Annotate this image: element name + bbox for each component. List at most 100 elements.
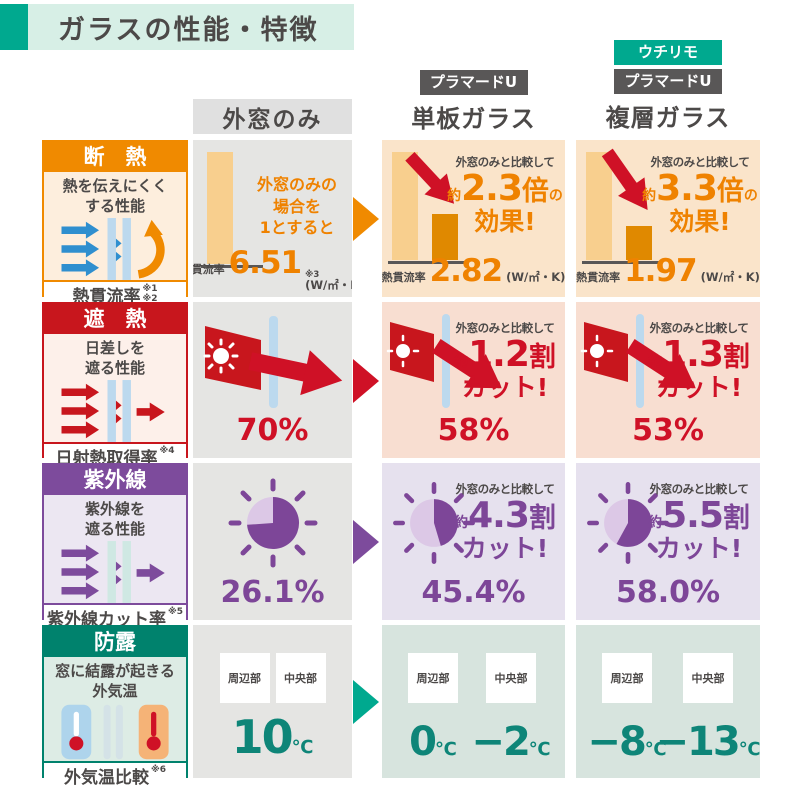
decrease-arrow-icon <box>601 148 648 211</box>
flow-arrow-uv <box>353 520 379 564</box>
comparison-note: 外窓のみと比較して <box>650 155 750 169</box>
bar-baseline <box>201 265 263 268</box>
column-header-base: 外窓のみ <box>193 99 352 134</box>
cell-uv-base: 26.1% <box>193 463 352 620</box>
row-card-insulation: 断 熱 熱を伝えにくく する性能 熱貫流率 ※1 ※2 <box>42 140 188 307</box>
sun-arrow-cut-icon <box>580 314 696 408</box>
metric-value: 58% <box>437 413 510 448</box>
flow-arrow-insulation <box>353 197 379 241</box>
comparison-effect: 効果! <box>474 206 536 236</box>
sun-pie-icon <box>228 478 318 568</box>
comparison-note: 外窓のみと比較して <box>649 321 749 335</box>
cell-condensation-base: 周辺部 中央部 10℃ <box>193 625 352 778</box>
comparison-effect: カット! <box>461 372 549 402</box>
bar-improved <box>626 226 652 260</box>
temperature-value: 10℃ <box>231 710 314 764</box>
product-badge: プラマードU <box>419 70 528 95</box>
cell-insulation-double: 外窓のみと比較して 約3.3倍の 効果! 熱貫流率 1.97 (W/㎡・K) <box>576 140 760 297</box>
zone-label-center: 中央部 <box>683 653 733 703</box>
temperature-value-center: −2℃ <box>471 719 551 765</box>
column-header-double: ウチリモ プラマードU 複層ガラス <box>576 40 760 133</box>
metric-unit: (W/㎡・K) <box>700 270 760 284</box>
sun-pie-icon <box>587 482 669 564</box>
row-card-condensation: 防露 窓に結露が起きる 外気温 外気温比較 ※6 <box>42 625 188 788</box>
bar-base <box>586 152 612 260</box>
comparison-factor: 約3.3倍の <box>642 168 758 209</box>
metric-unit: (W/㎡・K) <box>506 270 565 284</box>
row-title: 遮 熱 <box>44 304 186 334</box>
footnote-refs: ※4 <box>159 446 175 456</box>
comparison-factor: 約1.2割 <box>454 334 556 375</box>
brand-badge: ウチリモ <box>614 40 722 65</box>
flow-arrow-shading <box>353 359 379 403</box>
footnote-ref: ※3 <box>305 269 320 280</box>
bar-base <box>392 152 418 260</box>
sun-shading-icon <box>61 380 165 442</box>
row-title: 断 熱 <box>44 142 186 172</box>
footnote-refs: ※6 <box>150 765 166 775</box>
zone-label-edge: 周辺部 <box>408 653 458 703</box>
cell-uv-double: 外窓のみと比較して 約5.5割 カット! 58.0% <box>576 463 760 620</box>
row-title: 紫外線 <box>44 465 186 495</box>
cell-condensation-single: 周辺部 0℃ 中央部 −2℃ <box>382 625 565 778</box>
column-name: 単板ガラス <box>411 105 536 133</box>
temperature-value-center: −13℃ <box>655 719 760 765</box>
metric-label: 熱貫流率 <box>193 262 225 276</box>
comparison-factor: 約1.3割 <box>648 334 750 375</box>
page-title: ガラスの性能・特徴 <box>28 4 355 50</box>
footnote-refs: ※5 <box>167 607 183 617</box>
zone-label-center: 中央部 <box>275 653 326 703</box>
metric-value: 26.1% <box>220 575 325 610</box>
row-title: 防露 <box>44 627 186 657</box>
comparison-note: 外窓のみと比較して <box>455 482 555 496</box>
cell-shading-double: 外窓のみと比較して 約1.3割 カット! 53% <box>576 302 760 458</box>
sun-arrow-cut-icon <box>386 314 502 408</box>
row-card-uv: 紫外線 紫外線を 遮る性能 紫外線カット率 ※5 <box>42 463 188 630</box>
row-description: 紫外線を 遮る性能 <box>84 500 145 538</box>
metric-value: 2.82 <box>429 253 503 289</box>
row-description: 窓に結露が起きる 外気温 <box>55 662 175 700</box>
comparison-effect: カット! <box>655 533 743 563</box>
cell-shading-base: 70% <box>193 302 352 458</box>
metric-value: 45.4% <box>421 575 526 610</box>
product-badge: プラマードU <box>614 69 722 94</box>
temperature-value-edge: −8℃ <box>587 719 667 765</box>
sun-pie-icon <box>393 482 475 564</box>
comparison-factor: 約2.3倍の <box>447 168 563 209</box>
column-header-single: プラマードU 単板ガラス <box>382 70 565 134</box>
cell-shading-single: 外窓のみと比較して 約1.2割 カット! 58% <box>382 302 565 458</box>
metric-value: 6.51 <box>228 244 302 281</box>
cell-uv-single: 外窓のみと比較して 約4.3割 カット! 45.4% <box>382 463 565 620</box>
comparison-effect: 効果! <box>669 206 731 236</box>
comparison-factor: 約5.5割 <box>648 495 750 536</box>
cell-condensation-double: 周辺部 −8℃ 中央部 −13℃ <box>576 625 760 778</box>
comparison-effect: カット! <box>461 533 549 563</box>
comparison-note: 外窓のみと比較して <box>455 155 555 169</box>
comparison-note: 外窓のみと比較して <box>649 482 749 496</box>
metric-value: 70% <box>236 413 309 448</box>
decrease-arrow-icon <box>405 152 455 204</box>
temperature-value-edge: 0℃ <box>409 719 457 765</box>
comparison-note: 外窓のみと比較して <box>455 321 555 335</box>
base-note: 外窓のみの 場合を 1とすると <box>256 175 337 238</box>
column-name: 複層ガラス <box>605 104 731 132</box>
thermometer-comparison-icon <box>61 704 169 760</box>
footnote-refs: ※1 ※2 <box>142 284 158 305</box>
row-card-shading: 遮 熱 日差しを 遮る性能 日射熱取得率 ※4 <box>42 302 188 469</box>
cell-insulation-base: 外窓のみの 場合を 1とすると 熱貫流率 6.51 ※3 (W/㎡・K) <box>193 140 352 297</box>
row-description: 日差しを 遮る性能 <box>84 339 145 377</box>
metric-value: 58.0% <box>615 575 721 610</box>
row-metric: 外気温比較 <box>63 768 149 788</box>
bar-baseline <box>582 261 662 264</box>
metric-label: 熱貫流率 <box>576 271 621 284</box>
title-accent-square <box>0 4 28 50</box>
insulation-icon <box>61 218 165 280</box>
bar-improved <box>432 214 458 260</box>
bar-base <box>207 152 233 264</box>
zone-label-center: 中央部 <box>486 653 536 703</box>
page-title-block: ガラスの性能・特徴 <box>0 4 355 50</box>
row-description: 熱を伝えにくく する性能 <box>62 177 168 215</box>
zone-label-edge: 周辺部 <box>602 653 652 703</box>
sun-arrow-icon <box>203 316 343 408</box>
